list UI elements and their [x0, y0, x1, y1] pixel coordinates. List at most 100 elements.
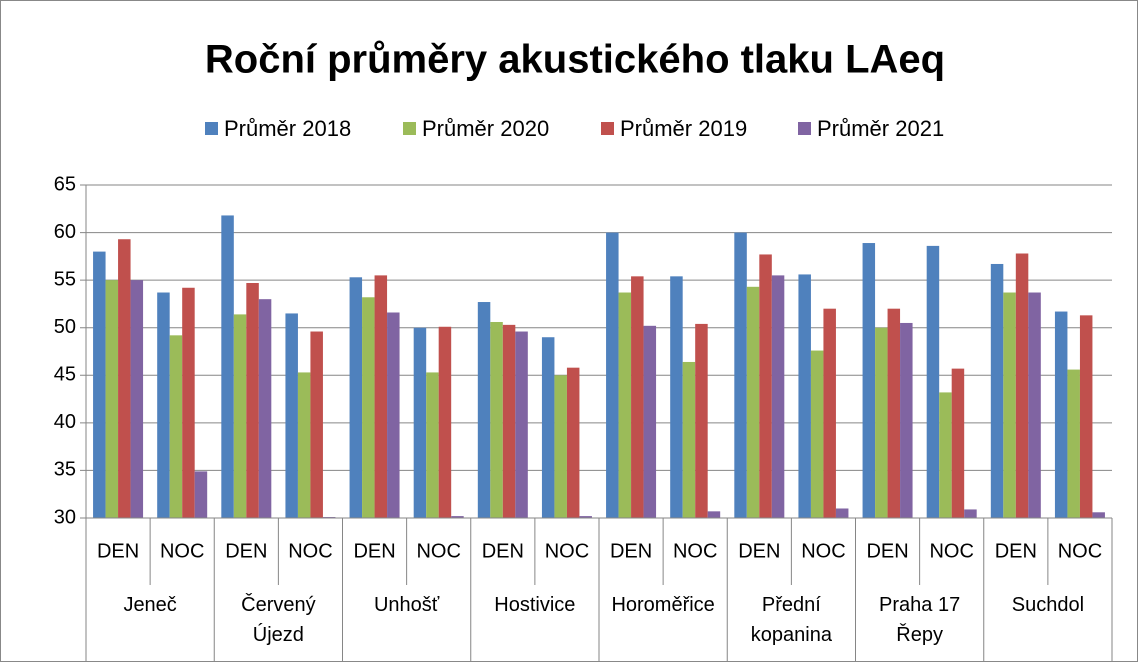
bar: [515, 331, 528, 518]
bar: [426, 372, 439, 518]
bar: [707, 511, 721, 518]
bar: [169, 335, 183, 518]
bar: [118, 239, 131, 518]
y-tick-label: 35: [54, 459, 76, 481]
bar: [618, 292, 632, 518]
bar: [771, 275, 785, 518]
bar: [810, 350, 824, 518]
x-tick-label: NOC: [288, 540, 332, 562]
group-label: Unhošť: [373, 594, 440, 616]
bar: [451, 516, 464, 518]
x-tick-label: NOC: [160, 540, 204, 562]
bar: [285, 313, 298, 518]
group-label: Horoměřice: [611, 594, 715, 616]
bar: [93, 251, 106, 518]
bar: [734, 232, 747, 519]
bar: [682, 361, 696, 518]
bar: [964, 509, 977, 518]
x-tick-label: NOC: [673, 540, 717, 562]
bar: [246, 282, 259, 518]
bar: [182, 287, 195, 518]
bar: [1015, 253, 1029, 518]
bar: [1079, 315, 1093, 518]
bar: [566, 367, 580, 518]
group-label: Praha 17 Řepy: [879, 594, 961, 646]
x-tick-label: DEN: [97, 540, 139, 562]
y-tick-label: 60: [54, 221, 76, 243]
bar: [554, 375, 567, 518]
bar: [221, 215, 234, 518]
bar: [258, 299, 272, 518]
bar: [670, 276, 683, 518]
bar: [926, 245, 940, 519]
bar: [1028, 292, 1041, 518]
bar: [887, 308, 901, 518]
bar: [835, 508, 849, 518]
bar: [413, 327, 427, 518]
y-tick-label: 40: [54, 411, 76, 433]
y-tick-label: 45: [54, 364, 76, 386]
bar: [233, 314, 247, 518]
group-label: Jeneč: [123, 594, 177, 616]
x-tick-label: DEN: [738, 540, 780, 562]
bar: [297, 372, 311, 518]
legend-swatch: [403, 122, 416, 135]
bar: [823, 308, 836, 518]
bar: [502, 324, 516, 518]
bar: [759, 254, 772, 518]
y-tick-label: 50: [54, 316, 76, 338]
x-tick-label: DEN: [482, 540, 524, 562]
x-tick-label: NOC: [929, 540, 973, 562]
x-tick-label: DEN: [866, 540, 908, 562]
bar: [157, 292, 170, 518]
x-tick-label: NOC: [416, 540, 460, 562]
bar: [1067, 369, 1080, 518]
legend-label: Průměr 2018: [224, 116, 351, 141]
bar: [130, 280, 144, 518]
chart-title: Roční průměry akustického tlaku LAeq: [205, 38, 945, 82]
bar: [798, 274, 811, 518]
legend-swatch: [601, 122, 614, 135]
legend-swatch: [205, 122, 218, 135]
bar: [194, 471, 208, 518]
bar: [951, 368, 965, 518]
x-tick-label: DEN: [353, 540, 395, 562]
bar: [105, 280, 119, 518]
bar: [477, 302, 491, 518]
bar: [1092, 512, 1105, 518]
x-tick-label: DEN: [995, 540, 1037, 562]
bar: [746, 286, 760, 518]
group-label: Červený Újezd: [241, 594, 316, 646]
bar: [490, 322, 503, 518]
bar: [387, 312, 400, 518]
bar: [1054, 311, 1068, 518]
x-tick-label: NOC: [1058, 540, 1102, 562]
legend-swatch: [798, 122, 811, 135]
bar: [939, 392, 952, 518]
bar: [900, 322, 913, 518]
bar: [631, 276, 644, 518]
x-tick-label: DEN: [610, 540, 652, 562]
bar: [862, 243, 876, 518]
group-label: Hostivice: [494, 594, 576, 616]
bar: [579, 516, 592, 518]
legend-label: Průměr 2019: [620, 116, 747, 141]
group-label: Přední kopanina: [750, 594, 832, 646]
x-tick-label: NOC: [801, 540, 845, 562]
bar: [310, 331, 323, 518]
bar: [695, 323, 708, 518]
bar: [541, 337, 555, 518]
bar: [374, 275, 388, 518]
bar: [643, 325, 657, 518]
bar: [438, 326, 452, 518]
bar: [1003, 292, 1016, 518]
legend-label: Průměr 2020: [422, 116, 549, 141]
bar: [349, 277, 363, 518]
y-tick-label: 30: [54, 506, 76, 528]
bar: [875, 327, 888, 518]
y-tick-label: 65: [54, 173, 76, 195]
legend-label: Průměr 2021: [817, 116, 944, 141]
